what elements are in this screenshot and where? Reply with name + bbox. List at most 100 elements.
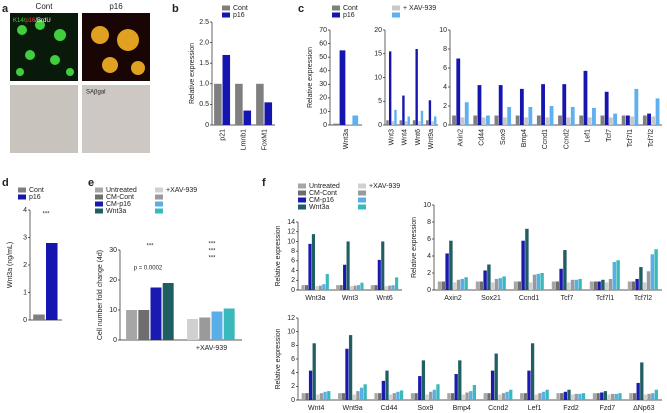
bar: [608, 278, 613, 290]
bar: [583, 70, 588, 125]
panel-label: b: [172, 3, 179, 15]
bar: [587, 117, 592, 125]
x-tick-label: Axin2: [457, 129, 464, 147]
y-tick-label: 70: [319, 27, 327, 34]
y-axis-label: Wnt3a (ng/mL): [7, 242, 14, 288]
bar: [312, 343, 316, 400]
y-tick-label: 6: [443, 65, 447, 72]
bar: [469, 391, 473, 400]
bar: [352, 394, 356, 400]
bar: [138, 310, 150, 340]
y-tick-label: 0.5: [199, 101, 209, 108]
panel-label: f: [262, 177, 266, 189]
annotation: ***: [208, 256, 216, 262]
y-tick-label: 0: [291, 397, 295, 404]
legend-swatch: [358, 190, 366, 196]
bar: [647, 113, 651, 125]
y-tick-label: 2: [291, 277, 295, 284]
y-tick-label: 10: [374, 74, 382, 81]
y-tick-label: 14: [287, 219, 295, 226]
bar: [536, 273, 541, 290]
legend-swatch: [298, 197, 306, 203]
bar: [596, 393, 600, 400]
bar: [434, 116, 437, 125]
bar: [609, 117, 613, 125]
bar: [540, 273, 544, 290]
bar: [465, 392, 469, 400]
stain: /BrdU: [35, 18, 50, 24]
bar: [399, 390, 404, 400]
y-tick-label: 1.5: [199, 60, 209, 67]
y-tick-label: 1.0: [199, 81, 209, 88]
bar: [301, 285, 305, 290]
bar: [563, 391, 567, 400]
bar: [486, 115, 490, 125]
x-tick-label: Cd44: [381, 405, 398, 412]
bar: [256, 83, 264, 125]
bar: [437, 281, 442, 290]
bar: [627, 281, 632, 290]
y-tick-label: 2: [23, 262, 27, 269]
bar: [126, 310, 138, 340]
bar: [503, 117, 507, 125]
bar: [33, 314, 45, 320]
bar: [643, 394, 648, 400]
legend-swatch: [95, 187, 103, 193]
bar: [515, 115, 520, 125]
bar: [445, 253, 449, 290]
bar: [356, 285, 361, 290]
bar: [559, 268, 563, 290]
annotation: p = 0.0002: [134, 266, 163, 272]
legend-swatch: [358, 197, 366, 203]
y-tick-label: 50: [319, 54, 327, 61]
bar: [374, 393, 378, 400]
legend-label: p16: [29, 194, 41, 201]
y-tick-label: 4: [291, 267, 295, 274]
y-tick-label: 10: [439, 27, 447, 34]
y-tick-label: 40: [319, 68, 327, 75]
bar: [222, 54, 231, 125]
bar: [350, 286, 354, 290]
x-tick-label: Axin2: [444, 295, 462, 302]
bar: [597, 281, 601, 290]
legend-swatch: [95, 201, 103, 207]
bar: [654, 389, 658, 400]
legend-swatch: [392, 12, 400, 18]
bar: [396, 391, 400, 400]
legend-swatch: [155, 187, 163, 193]
y-axis-label: Relative expression: [189, 43, 196, 104]
y-tick-label: 0: [323, 122, 327, 129]
legend-label: Cont: [233, 5, 248, 12]
bar: [378, 393, 382, 400]
legend-swatch: [95, 208, 103, 214]
legend-swatch: [95, 194, 103, 200]
bar: [621, 115, 626, 125]
bar: [521, 240, 525, 290]
bar: [458, 360, 462, 400]
y-tick-label: 20: [319, 95, 327, 102]
bar: [498, 278, 503, 290]
bar: [381, 241, 385, 290]
bar: [388, 51, 392, 125]
bar: [410, 393, 415, 400]
bar: [308, 243, 312, 290]
legend-swatch: [155, 208, 163, 214]
y-tick-label: 0: [427, 287, 431, 294]
y-axis-label: Cell number fold change (4d): [97, 250, 104, 340]
bar: [581, 393, 586, 400]
x-tick-label: Tcf7: [561, 295, 574, 302]
bar: [513, 281, 518, 290]
bar: [223, 308, 235, 340]
bar: [473, 115, 478, 125]
column-label: p16: [109, 2, 123, 11]
bar: [556, 393, 560, 400]
x-tick-label: Lef1: [528, 405, 542, 412]
legend-swatch: [298, 190, 306, 196]
y-tick-label: 6: [427, 236, 431, 243]
legend-swatch: [155, 194, 163, 200]
bar: [603, 391, 608, 400]
bar: [426, 120, 429, 125]
bar: [491, 282, 495, 290]
bar: [527, 370, 531, 400]
bar: [187, 319, 199, 340]
